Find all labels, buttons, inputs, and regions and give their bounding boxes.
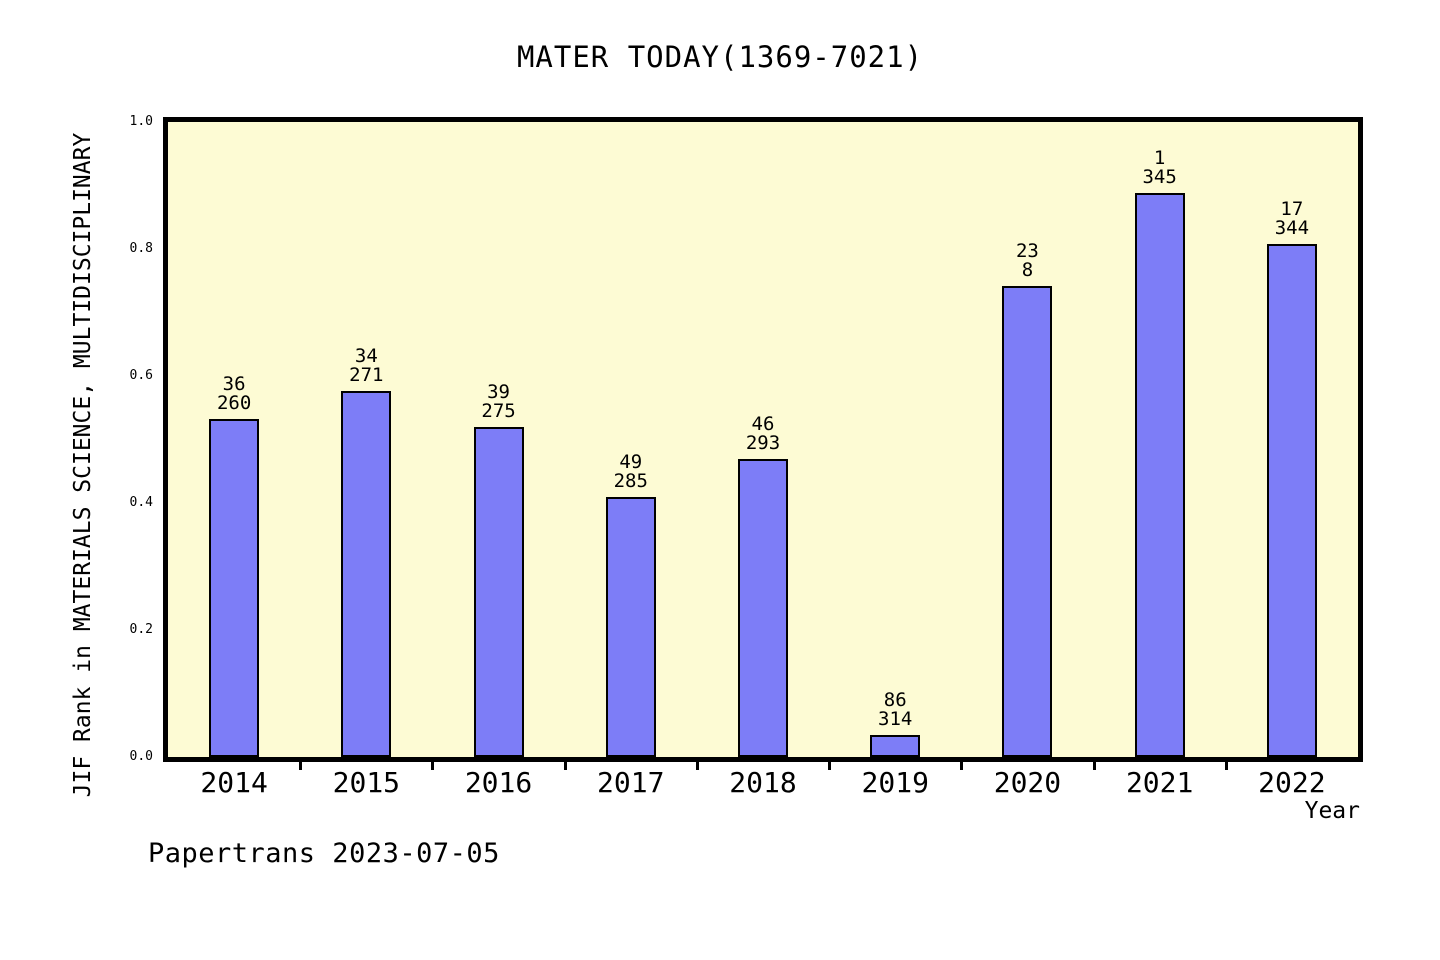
x-tick-mark bbox=[1224, 757, 1228, 770]
x-tick-mark bbox=[828, 757, 832, 770]
x-tick-label-2017: 2017 bbox=[597, 766, 665, 799]
x-tick-label-2015: 2015 bbox=[332, 766, 401, 799]
y-tick-label-0.0: 0.0 bbox=[129, 749, 153, 764]
y-tick-label-0.8: 0.8 bbox=[129, 241, 153, 256]
bar-2015[interactable] bbox=[341, 390, 392, 757]
y-tick-label-1.0: 1.0 bbox=[129, 114, 153, 129]
bar-2019[interactable] bbox=[870, 734, 921, 757]
bar-2022[interactable] bbox=[1266, 243, 1317, 757]
x-tick-mark bbox=[960, 757, 964, 770]
x-tick-mark bbox=[695, 757, 699, 770]
x-tick-mark bbox=[431, 757, 435, 770]
bar-2018[interactable] bbox=[738, 458, 788, 757]
x-axis-label: Year bbox=[1304, 798, 1360, 824]
x-tick-label-2021: 2021 bbox=[1125, 766, 1194, 799]
bars-group bbox=[168, 122, 1358, 757]
y-tick-label-0.6: 0.6 bbox=[129, 368, 153, 383]
footer-note: Papertrans 2023-07-05 bbox=[148, 838, 500, 869]
bar-2016[interactable] bbox=[473, 427, 524, 757]
bar-2017[interactable] bbox=[605, 496, 656, 757]
y-tick-label-0.2: 0.2 bbox=[129, 622, 153, 637]
bar-2020[interactable] bbox=[1002, 286, 1053, 757]
plot-area bbox=[163, 117, 1363, 762]
x-tick-label-2020: 2020 bbox=[993, 766, 1062, 799]
x-tick-label-2018: 2018 bbox=[729, 766, 797, 799]
y-axis-label: JIF Rank in MATERIALS SCIENCE, MULTIDISC… bbox=[70, 132, 96, 798]
x-tick-label-2014: 2014 bbox=[200, 766, 268, 799]
x-tick-label-2016: 2016 bbox=[464, 766, 533, 799]
bar-2021[interactable] bbox=[1134, 193, 1185, 757]
x-tick-label-2022: 2022 bbox=[1258, 766, 1326, 799]
x-tick-mark bbox=[563, 757, 567, 770]
x-tick-mark bbox=[1092, 757, 1096, 770]
bar-2014[interactable] bbox=[209, 418, 260, 757]
y-tick-label-0.4: 0.4 bbox=[129, 495, 153, 510]
x-tick-label-2019: 2019 bbox=[861, 766, 929, 799]
chart-title: MATER TODAY(1369-7021) bbox=[516, 40, 924, 74]
x-tick-mark bbox=[299, 757, 303, 770]
